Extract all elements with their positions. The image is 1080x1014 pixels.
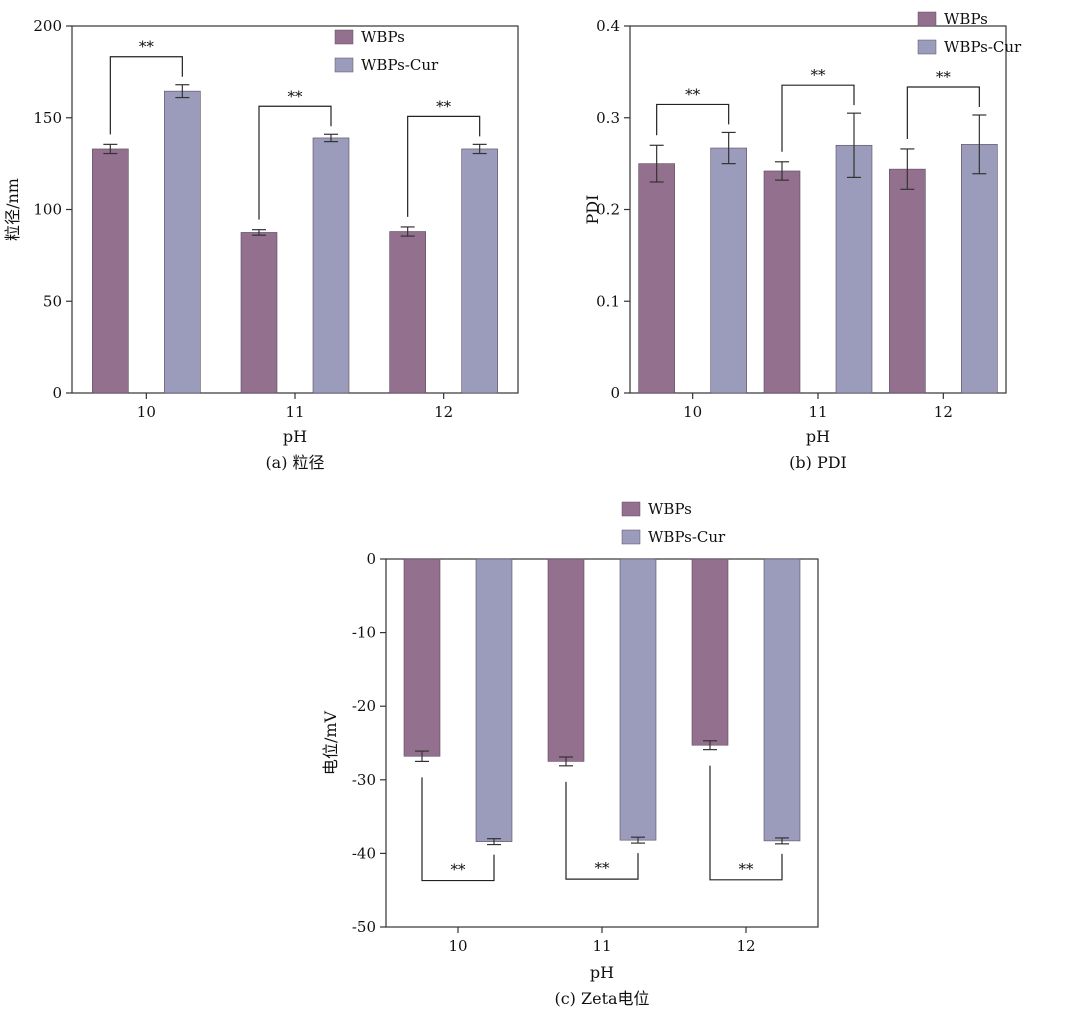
y-tick-label: 200 [33, 17, 62, 35]
x-tick-label: 11 [592, 937, 611, 955]
chart-caption: (c) Zeta电位 [554, 989, 649, 1008]
y-axis-title: 电位/mV [321, 710, 340, 775]
significance-bracket: ** [565, 781, 639, 880]
y-tick-label: 0.1 [596, 292, 620, 310]
significance-bracket: ** [656, 85, 730, 136]
legend-swatch [917, 11, 937, 27]
y-tick-label: -40 [352, 844, 376, 862]
significance-bracket: ** [258, 87, 332, 220]
significance-label: ** [451, 861, 467, 879]
chart-panel-particle-size: 0 50 100 150 200 10 11 12 ** ** ** WBPs WBPs-Cur pH 粒径… [0, 0, 540, 480]
x-tick-label: 10 [448, 937, 467, 955]
bar-wbps-cur-12 [961, 144, 998, 394]
x-tick-label: 12 [434, 403, 453, 421]
bar-wbps-cur-11 [312, 137, 350, 394]
significance-bracket: ** [781, 66, 855, 152]
bracket-line [421, 777, 495, 882]
y-tick-label: -50 [352, 918, 376, 936]
legend-label: WBPs-Cur [361, 56, 439, 74]
bar-wbps-cur-11 [619, 558, 657, 841]
bar-wbps-cur-10 [164, 90, 201, 394]
chart-panel-pdi: 0 0.1 0.2 0.3 0.4 10 11 12 ** ** ** WBPs WBPs-Cur pH P… [540, 0, 1080, 480]
x-tick-label: 10 [137, 403, 156, 421]
bar-wbps-12 [889, 168, 926, 394]
y-tick-label: -20 [352, 697, 376, 715]
y-tick-label: 0 [52, 384, 62, 402]
x-axis-title: pH [283, 427, 307, 446]
y-tick-label: 50 [43, 292, 62, 310]
significance-bracket: ** [421, 777, 495, 882]
pdi-chart: 0 0.1 0.2 0.3 0.4 10 11 12 ** ** ** WBPs WBPs-Cur pH P… [583, 10, 1022, 472]
significance-bracket: ** [407, 97, 481, 217]
y-axis-title: 粒径/nm [3, 178, 22, 241]
chart-caption: (b) PDI [789, 453, 847, 472]
y-axis-title: PDI [583, 195, 602, 225]
legend-swatch [621, 529, 641, 545]
significance-label: ** [739, 860, 755, 878]
x-tick-label: 12 [736, 937, 755, 955]
bar-wbps-11 [763, 170, 801, 394]
bar-wbps-cur-10 [475, 558, 513, 842]
significance-label: ** [936, 68, 952, 86]
x-tick-label: 10 [683, 403, 702, 421]
significance-label: ** [139, 38, 155, 56]
bracket-line [407, 115, 481, 217]
y-tick-label: 0.4 [596, 17, 620, 35]
bar-wbps-10 [92, 148, 129, 394]
bar-wbps-cur-12 [461, 148, 498, 394]
y-tick-label: -30 [352, 771, 376, 789]
significance-label: ** [288, 87, 304, 105]
y-tick-label: 0.2 [596, 201, 620, 219]
bracket-line [109, 56, 183, 135]
bracket-line [906, 86, 980, 139]
significance-label: ** [685, 85, 701, 103]
y-tick-label: -10 [352, 624, 376, 642]
bracket-line [565, 781, 639, 880]
legend-swatch [917, 39, 937, 55]
x-axis-title: pH [806, 427, 830, 446]
y-tick-label: 150 [33, 109, 62, 127]
chart-caption: (a) 粒径 [265, 453, 324, 472]
legend-label: WBPs [944, 10, 988, 28]
y-tick-label: 100 [33, 201, 62, 219]
bracket-line [258, 105, 332, 220]
legend-label: WBPs [361, 28, 405, 46]
bar-wbps-11 [240, 232, 278, 394]
zeta-potential-chart: 0 -10 -20 -30 -40 -50 10 11 12 ** ** ** WBPs WBPs-Cur… [321, 500, 819, 1008]
legend-label: WBPs-Cur [648, 528, 726, 546]
significance-label: ** [811, 66, 827, 84]
bracket-line [656, 103, 730, 136]
bar-wbps-cur-12 [763, 558, 801, 842]
chart-panel-zeta-potential: 0 -10 -20 -30 -40 -50 10 11 12 ** ** ** WBPs WBPs-Cur… [300, 490, 840, 1014]
x-tick-label: 12 [934, 403, 953, 421]
legend-swatch [334, 57, 354, 73]
bracket-line [709, 765, 783, 881]
bar-wbps-cur-10 [710, 147, 747, 394]
x-tick-label: 11 [808, 403, 827, 421]
particle-size-chart: 0 50 100 150 200 10 11 12 ** ** ** WBPs WBPs-Cur pH 粒径… [3, 17, 519, 472]
legend-swatch [621, 501, 641, 517]
bar-wbps-11 [547, 558, 585, 762]
bar-wbps-cur-11 [835, 144, 873, 394]
legend-label: WBPs [648, 500, 692, 518]
y-tick-label: 0 [366, 550, 376, 568]
y-tick-label: 0 [610, 384, 620, 402]
significance-bracket: ** [709, 765, 783, 881]
significance-label: ** [595, 859, 611, 877]
significance-bracket: ** [109, 38, 183, 135]
bar-wbps-12 [691, 558, 729, 746]
plot-frame [71, 25, 519, 394]
bracket-line [781, 84, 855, 152]
legend-swatch [334, 29, 354, 45]
bar-wbps-10 [403, 558, 441, 757]
y-tick-label: 0.3 [596, 109, 620, 127]
bar-wbps-12 [389, 231, 426, 394]
legend-label: WBPs-Cur [944, 38, 1022, 56]
x-tick-label: 11 [285, 403, 304, 421]
significance-label: ** [436, 97, 452, 115]
bar-wbps-10 [638, 163, 675, 394]
x-axis-title: pH [590, 963, 614, 982]
significance-bracket: ** [906, 68, 980, 139]
